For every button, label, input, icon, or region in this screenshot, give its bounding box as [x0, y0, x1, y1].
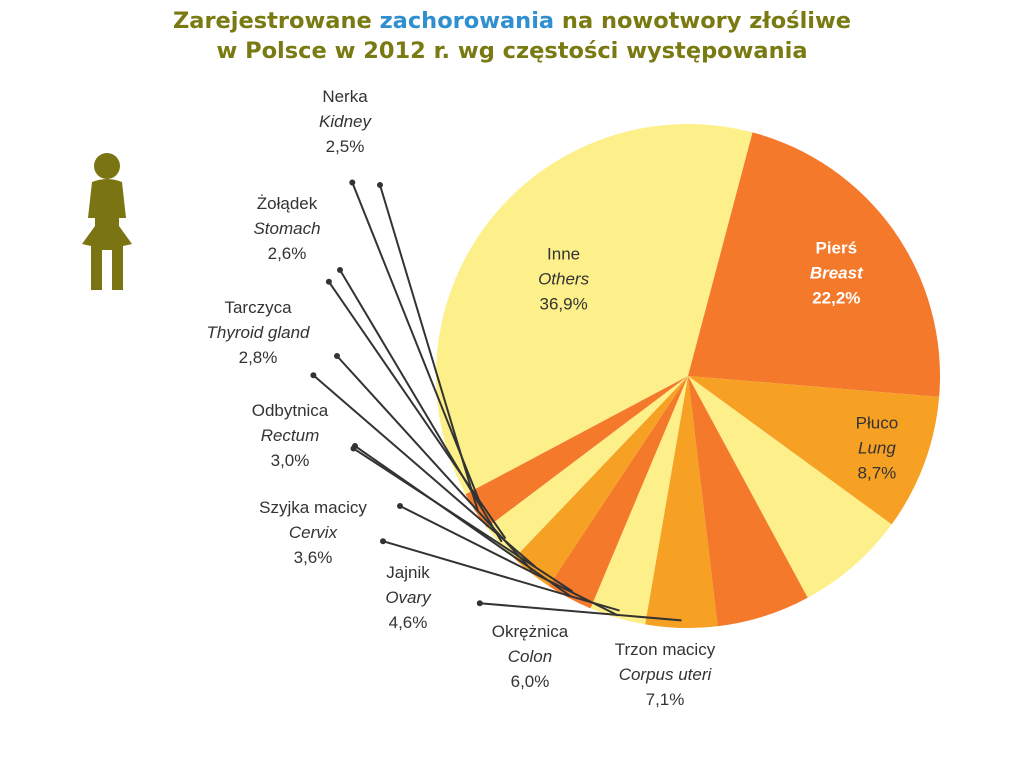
- leader-dot-cervix: [380, 538, 386, 545]
- slice-breast: [688, 132, 940, 397]
- slice-colon: [688, 376, 808, 627]
- title-highlight: zachorowania: [379, 8, 555, 34]
- label-colon: Okrężnica Colon 6,0%: [492, 622, 569, 691]
- label-pl-breast: Pierś: [816, 238, 858, 257]
- label-pl-stomach: Żołądek: [257, 194, 318, 213]
- title-text-end: na nowotwory złośliwe: [554, 8, 852, 34]
- label-en-stomach: Stomach: [253, 219, 320, 238]
- label-lung: Płuco Lung 8,7%: [856, 413, 899, 482]
- leader-dot-kidney: [349, 179, 356, 186]
- label-others: Inne Others 36,9%: [538, 244, 590, 313]
- label-thyroid-gland: Tarczyca Thyroid gland 2,8%: [206, 298, 310, 367]
- label-pl-cervix: Szyjka macicy: [259, 498, 367, 517]
- leader-dot-stomach: [337, 267, 343, 273]
- slice-lung: [688, 376, 940, 525]
- slice-rectum: [548, 376, 688, 609]
- leader-dot-ovary: [476, 600, 483, 607]
- slice-kidney: [465, 376, 688, 528]
- label-value-thyroid-gland: 2,8%: [239, 348, 278, 367]
- label-corpus-uteri: Trzon macicy Corpus uteri 7,1%: [615, 640, 716, 709]
- leader-line-cervix: [382, 540, 620, 612]
- label-en-thyroid-gland: Thyroid gland: [206, 323, 310, 342]
- label-en-others: Others: [538, 269, 590, 288]
- label-breast: Pierś Breast 22,2%: [810, 238, 864, 307]
- title-text-start: Zarejestrowane: [172, 8, 380, 34]
- slice-thyroid-gland: [514, 376, 688, 586]
- leader-lines: [310, 179, 682, 622]
- label-pl-colon: Okrężnica: [492, 622, 569, 641]
- label-rectum: Odbytnica Rectum 3,0%: [252, 401, 329, 470]
- label-stomach: Żołądek Stomach 2,6%: [253, 194, 320, 263]
- leader-line-ovary: [479, 602, 682, 622]
- label-value-lung: 8,7%: [858, 463, 897, 482]
- label-pl-rectum: Odbytnica: [252, 401, 329, 420]
- label-value-cervix: 3,6%: [294, 548, 333, 567]
- leader-line-stomach: [339, 269, 503, 543]
- leader-dot-kidney: [377, 182, 383, 188]
- label-kidney: Nerka Kidney 2,5%: [319, 87, 372, 156]
- leader-dot-thyroid-gland: [310, 372, 317, 379]
- label-pl-others: Inne: [547, 244, 580, 263]
- label-en-rectum: Rectum: [261, 426, 320, 445]
- label-pl-thyroid-gland: Tarczyca: [224, 298, 292, 317]
- leader-dot-thyroid-gland: [334, 353, 340, 359]
- label-pl-ovary: Jajnik: [386, 563, 430, 582]
- label-en-cervix: Cervix: [289, 523, 338, 542]
- leader-line-stomach: [328, 281, 507, 540]
- female-figure-icon: [82, 153, 132, 290]
- label-en-corpus-uteri: Corpus uteri: [619, 665, 713, 684]
- label-pl-lung: Płuco: [856, 413, 899, 432]
- leader-dot-rectum: [352, 443, 358, 449]
- slice-stomach: [486, 376, 688, 559]
- label-en-kidney: Kidney: [319, 112, 372, 131]
- label-value-breast: 22,2%: [812, 288, 860, 307]
- label-en-lung: Lung: [858, 438, 896, 457]
- chart-title: Zarejestrowane zachorowania na nowotwory…: [0, 6, 1024, 66]
- leader-line-cervix: [399, 505, 619, 617]
- label-pl-kidney: Nerka: [322, 87, 368, 106]
- label-ovary: Jajnik Ovary 4,6%: [385, 563, 432, 632]
- leader-line-kidney: [379, 184, 479, 511]
- slice-cervix: [590, 376, 688, 625]
- label-value-stomach: 2,6%: [268, 244, 307, 263]
- label-value-colon: 6,0%: [511, 672, 550, 691]
- slice-labels: Inne Others 36,9% Pierś Breast 22,2% Płuco Lung…: [206, 87, 898, 709]
- title-line-2: w Polsce w 2012 r. wg częstości występow…: [216, 38, 808, 64]
- label-value-corpus-uteri: 7,1%: [646, 690, 685, 709]
- leader-dot-stomach: [325, 278, 332, 285]
- leader-line-rectum: [352, 447, 574, 593]
- leader-line-rectum: [354, 445, 571, 597]
- pie-slices: [436, 124, 940, 628]
- label-value-others: 36,9%: [539, 294, 587, 313]
- label-en-ovary: Ovary: [385, 588, 432, 607]
- slice-others: [436, 124, 753, 495]
- slice-corpus-uteri: [688, 376, 892, 598]
- label-value-ovary: 4,6%: [389, 613, 428, 632]
- label-en-colon: Colon: [508, 647, 552, 666]
- title-line-1: Zarejestrowane zachorowania na nowotwory…: [0, 6, 1024, 36]
- leader-line-thyroid-gland: [336, 355, 534, 572]
- leader-dot-cervix: [397, 503, 403, 509]
- label-pl-corpus-uteri: Trzon macicy: [615, 640, 716, 659]
- slice-ovary: [645, 376, 718, 628]
- label-en-breast: Breast: [810, 263, 864, 282]
- label-cervix: Szyjka macicy Cervix 3,6%: [259, 498, 367, 567]
- label-value-kidney: 2,5%: [326, 137, 365, 156]
- label-value-rectum: 3,0%: [271, 451, 310, 470]
